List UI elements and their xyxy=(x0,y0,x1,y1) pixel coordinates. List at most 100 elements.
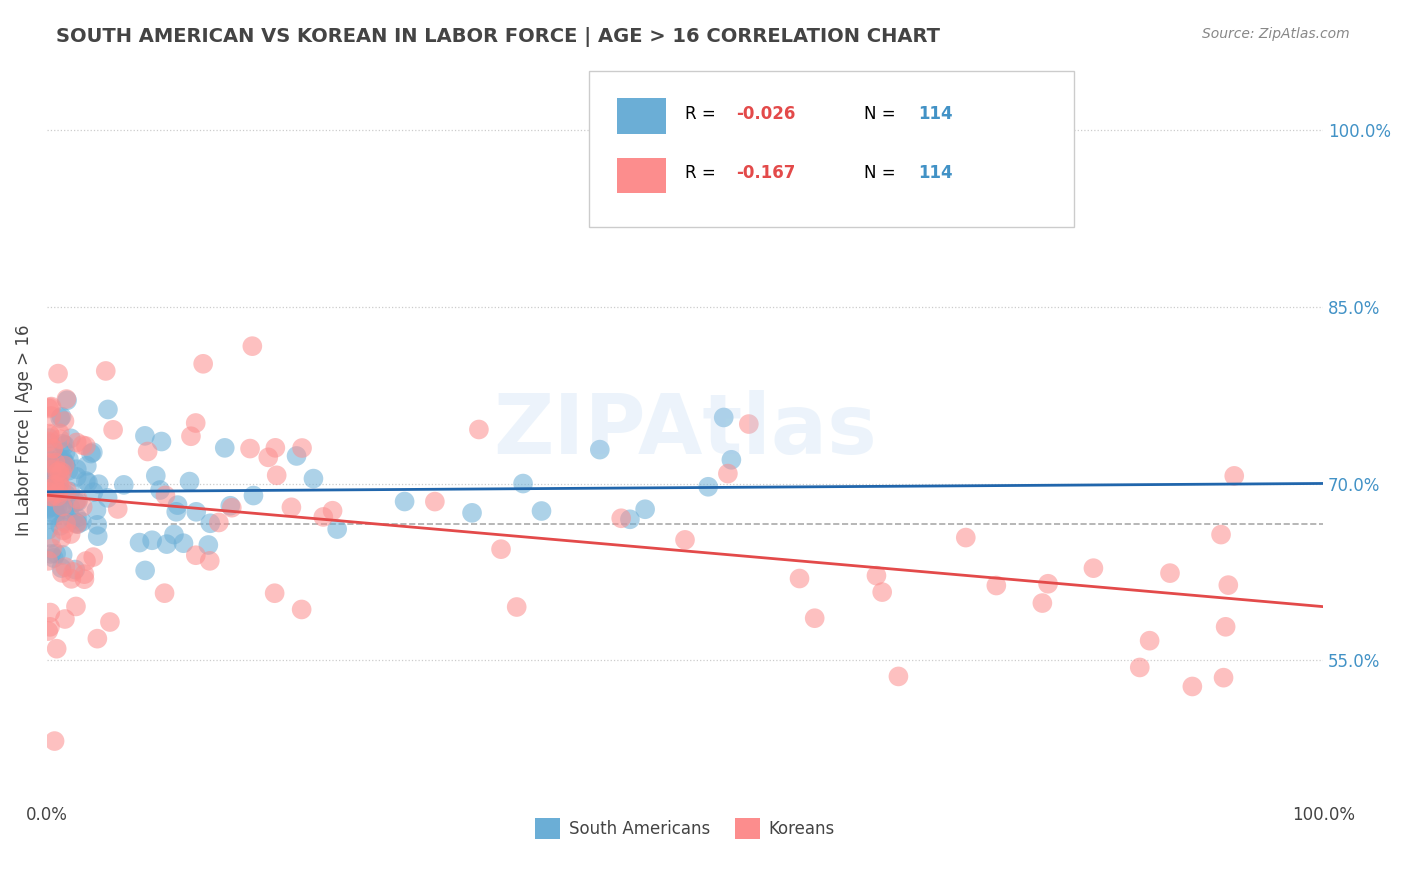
Point xyxy=(49,411,72,425)
Point xyxy=(66,494,89,508)
Point xyxy=(153,586,176,600)
Point xyxy=(107,502,129,516)
Point xyxy=(66,492,89,507)
Point xyxy=(66,470,89,484)
Point xyxy=(141,533,163,548)
Point xyxy=(240,339,263,353)
Legend: South Americans, Koreans: South Americans, Koreans xyxy=(529,812,841,846)
Point xyxy=(46,489,69,503)
Point xyxy=(38,489,60,503)
Point xyxy=(1031,596,1053,610)
Point xyxy=(512,476,534,491)
Point xyxy=(163,527,186,541)
Point xyxy=(97,491,120,505)
Point xyxy=(77,475,100,490)
Point xyxy=(619,512,641,526)
Point xyxy=(221,500,243,515)
Point xyxy=(38,500,60,515)
Point xyxy=(52,452,75,467)
Point xyxy=(37,554,59,568)
Point xyxy=(180,429,202,443)
Point xyxy=(48,476,70,491)
Point xyxy=(38,427,60,442)
Text: R =: R = xyxy=(685,164,721,182)
Point xyxy=(41,541,63,556)
Point xyxy=(128,535,150,549)
Point xyxy=(41,490,63,504)
Point xyxy=(530,504,553,518)
Point xyxy=(39,547,62,561)
Point xyxy=(53,612,76,626)
Point xyxy=(1181,680,1204,694)
Point xyxy=(39,620,62,634)
Point xyxy=(302,472,325,486)
Point xyxy=(505,600,527,615)
Point xyxy=(98,615,121,629)
Point xyxy=(1218,578,1240,592)
Point xyxy=(58,452,80,467)
Point xyxy=(45,508,67,523)
Point xyxy=(291,441,314,455)
Text: N =: N = xyxy=(863,164,901,182)
Point xyxy=(86,517,108,532)
Point xyxy=(41,500,63,514)
Point xyxy=(242,489,264,503)
Point xyxy=(39,531,62,545)
Point xyxy=(59,431,82,445)
Point xyxy=(145,468,167,483)
Point xyxy=(86,632,108,646)
Point xyxy=(42,457,65,471)
Point xyxy=(179,475,201,489)
Point xyxy=(198,554,221,568)
Point xyxy=(263,586,285,600)
Point xyxy=(1215,620,1237,634)
Point xyxy=(38,482,60,496)
Point xyxy=(39,409,62,423)
Point xyxy=(45,467,67,482)
Point xyxy=(48,474,70,488)
Point xyxy=(44,479,66,493)
Text: SOUTH AMERICAN VS KOREAN IN LABOR FORCE | AGE > 16 CORRELATION CHART: SOUTH AMERICAN VS KOREAN IN LABOR FORCE … xyxy=(56,27,941,46)
Point xyxy=(172,536,194,550)
Point xyxy=(697,480,720,494)
Point xyxy=(589,442,612,457)
Point xyxy=(461,506,484,520)
Point xyxy=(41,400,63,414)
Point xyxy=(65,562,87,576)
Point xyxy=(65,516,87,531)
Point xyxy=(38,401,60,416)
Point xyxy=(45,466,67,480)
Point xyxy=(59,500,82,515)
Text: ZIPAtlas: ZIPAtlas xyxy=(494,390,877,471)
Text: N =: N = xyxy=(863,104,901,123)
Point xyxy=(44,467,66,482)
Point xyxy=(37,501,59,516)
Point xyxy=(37,461,59,475)
Point xyxy=(49,518,72,533)
Point xyxy=(1139,633,1161,648)
Point xyxy=(75,439,97,453)
Point xyxy=(60,572,83,586)
Point xyxy=(887,669,910,683)
Point xyxy=(94,364,117,378)
Point xyxy=(38,464,60,478)
Text: -0.026: -0.026 xyxy=(737,104,796,123)
Point xyxy=(291,602,314,616)
Point xyxy=(48,486,70,500)
Point xyxy=(38,431,60,445)
FancyBboxPatch shape xyxy=(589,70,1074,227)
Point xyxy=(1129,660,1152,674)
Point xyxy=(1209,527,1232,541)
Point xyxy=(44,734,66,748)
Point xyxy=(41,462,63,476)
Point xyxy=(149,483,172,497)
Point xyxy=(49,458,72,473)
Point xyxy=(42,490,65,504)
Point xyxy=(200,516,222,531)
Point xyxy=(52,497,75,511)
Point xyxy=(38,401,60,415)
Point xyxy=(1036,576,1059,591)
Point xyxy=(326,522,349,536)
Point xyxy=(37,434,59,449)
Point xyxy=(165,505,187,519)
